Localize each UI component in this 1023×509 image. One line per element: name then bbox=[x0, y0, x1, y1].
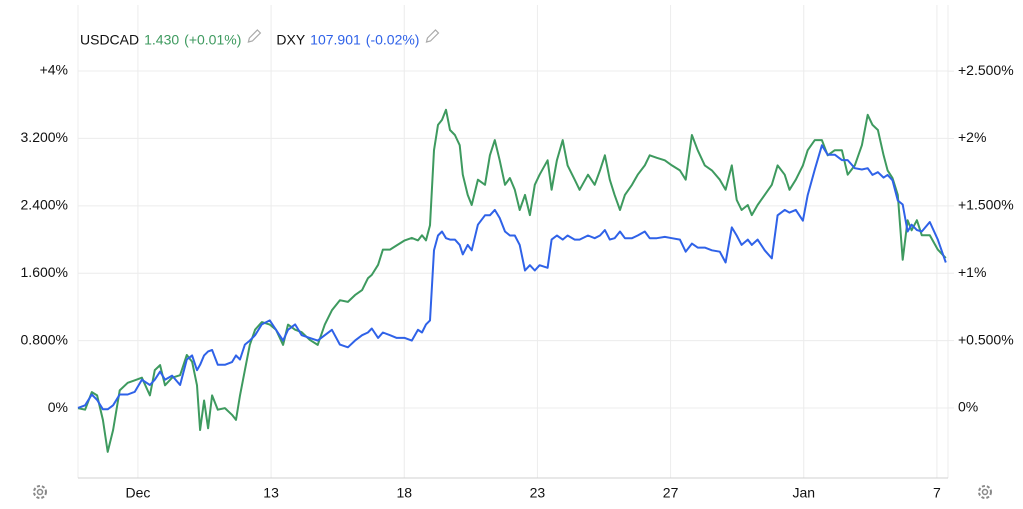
series-line bbox=[77, 108, 947, 453]
gear-hub bbox=[36, 488, 44, 496]
legend-change: (+0.01%) bbox=[184, 32, 241, 48]
settings-icon-left[interactable] bbox=[33, 485, 47, 499]
x-tick-label: 18 bbox=[396, 485, 412, 501]
pencil bbox=[247, 29, 262, 43]
y2-tick-label: +2% bbox=[958, 129, 986, 145]
x-tick-label: Jan bbox=[792, 485, 815, 501]
y2-tick-label: +1.500% bbox=[958, 197, 1014, 213]
edit-icon[interactable] bbox=[247, 29, 262, 43]
y2-tick-label: +2.500% bbox=[958, 62, 1014, 78]
x-tick-label: Dec bbox=[125, 485, 150, 501]
x-tick-label: 23 bbox=[530, 485, 546, 501]
legend-name: USDCAD bbox=[80, 32, 139, 48]
series-line bbox=[77, 144, 947, 411]
y2-tick-label: 0% bbox=[958, 399, 978, 415]
legend-price: 107.901 bbox=[310, 32, 361, 48]
gear bbox=[33, 485, 47, 499]
legend-price: 1.430 bbox=[144, 32, 179, 48]
y-tick-label: +4% bbox=[40, 62, 68, 78]
edit-icon[interactable] bbox=[425, 29, 440, 43]
settings-icon-right[interactable] bbox=[978, 485, 992, 499]
pencil bbox=[425, 29, 440, 43]
y-tick-label: 0% bbox=[48, 399, 68, 415]
gear bbox=[978, 485, 992, 499]
y2-tick-label: +0.500% bbox=[958, 331, 1014, 347]
y2-tick-label: +1% bbox=[958, 264, 986, 280]
legend-change: (-0.02%) bbox=[366, 32, 420, 48]
x-tick-label: 7 bbox=[933, 485, 941, 501]
legend-name: DXY bbox=[276, 32, 305, 48]
y-tick-label: 0.800% bbox=[21, 331, 68, 347]
x-tick-label: 27 bbox=[663, 485, 679, 501]
gear-hub bbox=[981, 488, 989, 496]
y-tick-label: 2.400% bbox=[21, 197, 68, 213]
y-tick-label: 1.600% bbox=[21, 264, 68, 280]
y-tick-label: 3.200% bbox=[21, 129, 68, 145]
x-tick-label: 13 bbox=[263, 485, 279, 501]
